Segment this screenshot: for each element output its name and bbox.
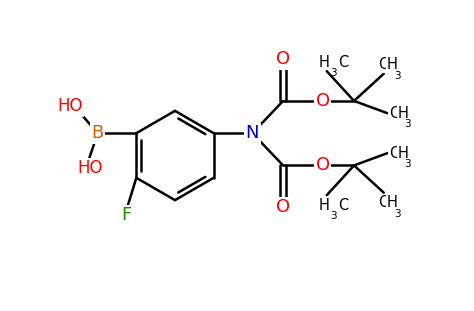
- Text: 3: 3: [405, 159, 411, 169]
- Text: C: C: [389, 106, 399, 121]
- Text: O: O: [276, 50, 290, 68]
- Text: B: B: [91, 124, 104, 142]
- Text: 3: 3: [405, 119, 411, 129]
- Text: O: O: [276, 198, 290, 216]
- Text: N: N: [246, 124, 259, 142]
- Text: H: H: [398, 146, 409, 160]
- Text: C: C: [338, 55, 348, 70]
- Text: F: F: [121, 206, 132, 224]
- Text: H: H: [387, 195, 398, 210]
- Text: 3: 3: [330, 211, 337, 221]
- Text: O: O: [316, 156, 330, 174]
- Text: H: H: [319, 197, 329, 213]
- Text: C: C: [378, 57, 388, 72]
- Text: 3: 3: [394, 71, 401, 81]
- Text: C: C: [389, 146, 399, 160]
- Text: H: H: [387, 57, 398, 72]
- Text: 3: 3: [394, 209, 401, 219]
- Text: H: H: [319, 55, 329, 70]
- Text: C: C: [338, 197, 348, 213]
- Text: O: O: [316, 92, 330, 110]
- Text: C: C: [378, 195, 388, 210]
- Text: HO: HO: [58, 97, 83, 115]
- Text: H: H: [398, 106, 409, 121]
- Text: 3: 3: [330, 68, 337, 78]
- Text: HO: HO: [77, 159, 103, 177]
